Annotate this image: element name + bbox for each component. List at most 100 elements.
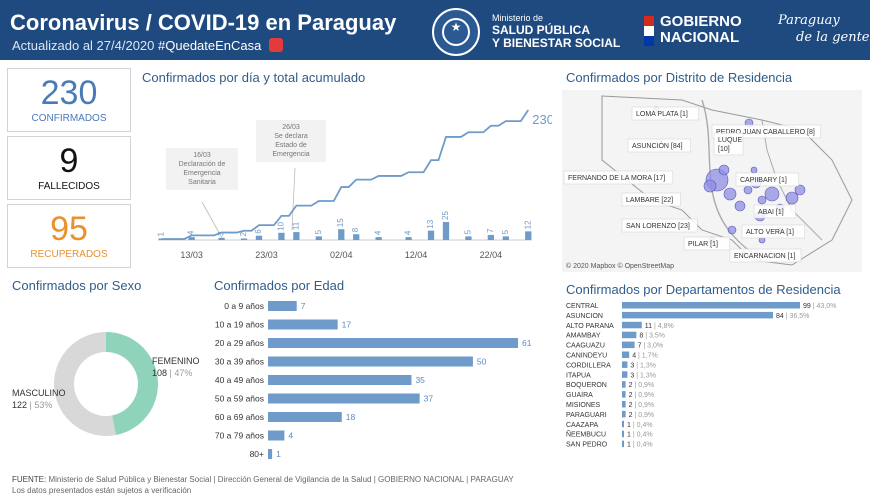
dept-name-label: CAAZAPA (566, 422, 598, 429)
daily-bar-label: 6 (254, 229, 263, 234)
gob-line1: GOBIERNO (660, 13, 742, 30)
map-label: SAN LORENZO [23] (626, 223, 690, 230)
dept-value-label: 8 | 3,5% (639, 333, 665, 340)
ministry-small: Ministerio de (492, 13, 544, 23)
map-label-box (735, 172, 799, 187)
district-circle (757, 195, 767, 205)
dept-bar (622, 420, 624, 428)
hashtag: #QuedateEnCasa (158, 38, 262, 53)
dept-name-label: CORDILLERA (566, 362, 611, 369)
dept-name-label: GUAIRA (566, 392, 593, 399)
district-circle (723, 187, 737, 201)
dept-bar (622, 311, 774, 319)
dept-name-label: CANINDEYU (566, 353, 607, 360)
sex-slice-femenino (106, 332, 159, 436)
district-map: LOMA PLATA [1] PEDRO JUAN CABALLERO [8] AS… (562, 90, 862, 272)
daily-bar (525, 231, 532, 240)
age-bar (268, 430, 285, 441)
district-map-title: Confirmados por Distrito de Residencia (566, 70, 793, 85)
age-category-label: 0 a 9 años (224, 301, 264, 311)
brand-logo: Paraguay de la gente (778, 12, 870, 46)
daily-bar-label: 5 (501, 229, 510, 234)
brand-line2: de la gente (796, 30, 870, 45)
kpi-recovered: 95 RECUPERADOS (7, 204, 131, 268)
annotation-estado-emergencia: 26/03 Se declara Estado de Emergencia (256, 120, 326, 162)
cumulative-total-label: 230 (532, 112, 552, 127)
dept-name-label: ALTO PARANA (566, 323, 614, 330)
map-label-box (713, 132, 744, 156)
daily-bar-label: 4 (404, 230, 413, 235)
daily-bar-label: 10 (276, 221, 285, 230)
age-bar (268, 393, 420, 404)
dept-value-label: 1 | 0,4% (627, 442, 653, 449)
dept-value-label: 3 | 1,3% (630, 372, 656, 379)
update-line: Actualizado al 27/4/2020 #QuedateEnCasa (12, 38, 283, 53)
dept-value-label: 2 | 0,9% (629, 392, 655, 399)
age-category-label: 60 a 69 años (215, 412, 264, 422)
dept-bar (622, 401, 626, 408)
age-value-label: 17 (342, 320, 352, 330)
daily-bar-label: 5 (463, 229, 472, 234)
daily-bar-label: 4 (374, 230, 383, 235)
gobierno-logo: GOBIERNO NACIONAL (660, 14, 742, 46)
district-circle (743, 185, 753, 195)
gob-line2: NACIONAL (660, 29, 740, 46)
cumulative-line (161, 109, 530, 240)
dept-value-label: 7 | 3,0% (638, 343, 664, 350)
dept-name-label: ITAPUA (566, 372, 591, 379)
age-category-label: 70 a 79 años (215, 431, 264, 441)
kpi-label: CONFIRMADOS (31, 113, 107, 124)
daily-bar-label: 11 (291, 221, 300, 230)
dept-name-label: AMAMBAY (566, 333, 601, 340)
kpi-label: FALLECIDOS (38, 181, 100, 192)
daily-bar (315, 236, 322, 240)
map-label: CAPIIBARY [1] (740, 177, 787, 184)
map-label: ENCARNACION [1] (734, 253, 796, 260)
age-value-label: 7 (301, 301, 306, 311)
ministry-line2: Y BIENESTAR SOCIAL (492, 36, 621, 50)
kpi-value: 95 (50, 210, 88, 248)
dept-bar (622, 430, 624, 438)
age-value-label: 61 (522, 338, 532, 348)
age-category-label: 20 a 29 años (215, 338, 264, 348)
daily-bar-label: 1 (157, 232, 166, 237)
daily-x-tick: 22/04 (480, 250, 503, 260)
district-circle (734, 200, 746, 212)
map-credit: © 2020 Mapbox © OpenStreetMap (566, 262, 674, 270)
sex-slice-masculino (54, 332, 116, 436)
age-category-label: 30 a 39 años (215, 357, 264, 367)
dept-bar (622, 351, 630, 358)
map-label-box (753, 204, 796, 219)
kpi-label: RECUPERADOS (30, 249, 108, 260)
daily-bar (293, 232, 300, 240)
daily-bar (255, 235, 263, 240)
kpi-deaths: 9 FALLECIDOS (7, 136, 131, 200)
dept-bar-chart: CENTRAL 99 | 43,0% ASUNCION 84 | 36,5% ALTO … (566, 302, 836, 449)
map-label-box (741, 224, 805, 239)
dept-bar (622, 410, 626, 418)
brand-line1: Paraguay (778, 13, 840, 28)
age-category-label: 80+ (250, 449, 264, 459)
updated-date: Actualizado al 27/4/2020 (12, 38, 155, 53)
dept-bar (622, 440, 624, 448)
dashboard-title: Coronavirus / COVID-19 en Paraguay (10, 10, 397, 35)
age-value-label: 35 (415, 375, 425, 385)
dept-value-label: 4 | 1,7% (632, 353, 658, 360)
sex-value-masculino: 122 | 53% (12, 400, 52, 410)
dept-bar (622, 381, 626, 388)
age-chart-title: Confirmados por Edad (214, 278, 345, 293)
dept-value-label: 1 | 0,4% (627, 432, 653, 439)
dept-bar (622, 371, 628, 378)
daily-bar-label: 4 (187, 230, 196, 235)
ministry-logo: Ministerio de SALUD PÚBLICA Y BIENESTAR … (492, 12, 620, 50)
annotation-leader (291, 167, 296, 231)
footer-note: Los datos presentados están sujetos a ve… (12, 486, 192, 495)
daily-bar (218, 237, 225, 240)
daily-bar-label: 2 (239, 232, 248, 237)
kpi-value: 9 (59, 142, 79, 180)
dept-bar (622, 341, 635, 349)
map-label-box (729, 248, 802, 263)
dept-name-label: PARAGUARI (566, 412, 607, 419)
daily-bar (338, 229, 345, 240)
daily-bar (188, 237, 195, 240)
